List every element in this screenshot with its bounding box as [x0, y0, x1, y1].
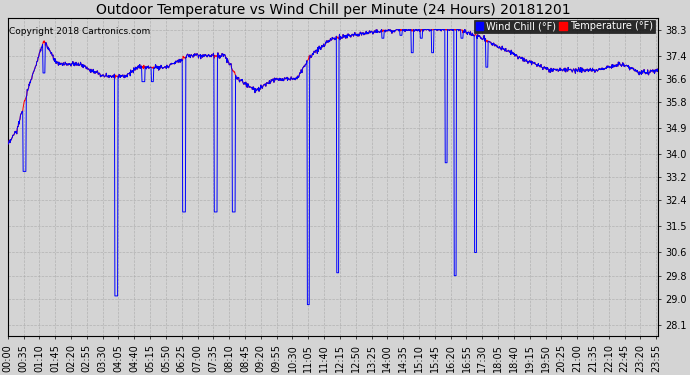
Title: Outdoor Temperature vs Wind Chill per Minute (24 Hours) 20181201: Outdoor Temperature vs Wind Chill per Mi… — [96, 3, 570, 17]
Text: Copyright 2018 Cartronics.com: Copyright 2018 Cartronics.com — [9, 27, 150, 36]
Legend: Wind Chill (°F), Temperature (°F): Wind Chill (°F), Temperature (°F) — [473, 20, 655, 33]
